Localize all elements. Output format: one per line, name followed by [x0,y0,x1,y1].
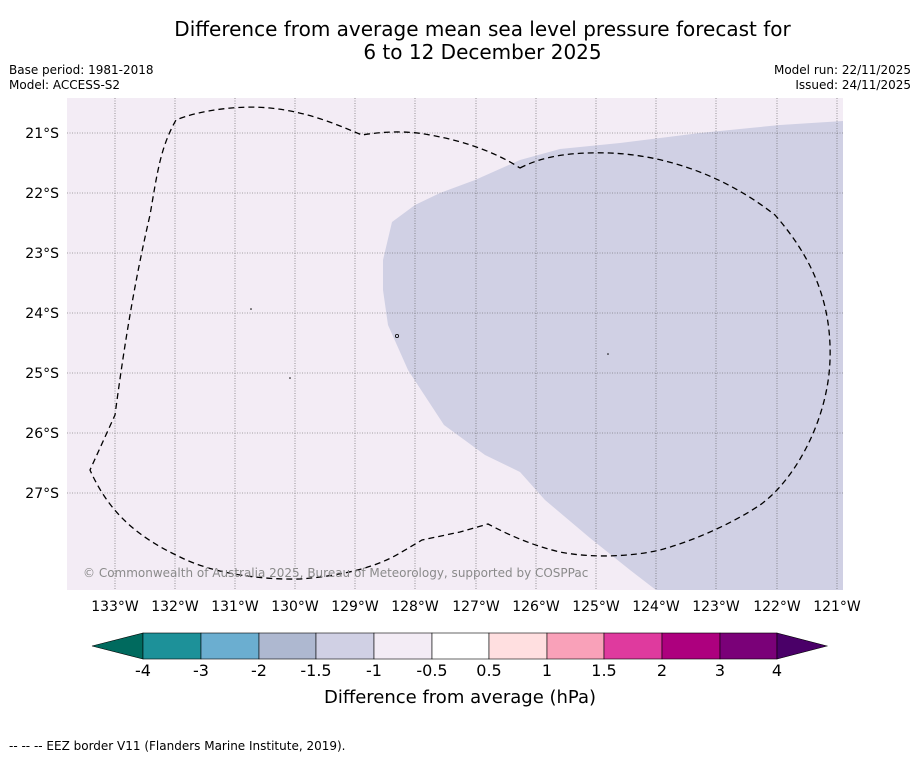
island-dot [607,353,609,355]
colorbar-segment [603,632,663,660]
colorbar-tick: 0.5 [476,661,501,680]
colorbar-segment [488,632,548,660]
lon-label: 125°W [572,599,620,615]
colorbar-segment [431,632,490,660]
lon-label: 123°W [692,599,740,615]
colorbar-tick-labels: -4 -3 -2 -1.5 -1 -0.5 0.5 1 1.5 2 3 4 [135,661,782,680]
colorbar-tick: -1.5 [300,661,331,680]
lon-label: 130°W [271,599,319,615]
colorbar-tick: 2 [657,661,667,680]
colorbar-title: Difference from average (hPa) [324,687,596,708]
lat-label: 25°S [25,366,59,382]
eez-border-pitcairn [89,106,831,580]
title-line-2: 6 to 12 December 2025 [363,40,602,64]
island-dot [250,308,252,310]
lat-label: 23°S [25,246,59,262]
lat-label: 21°S [25,126,59,142]
lon-label: 132°W [151,599,199,615]
lon-label: 133°W [91,599,139,615]
colorbar: -4 -3 -2 -1.5 -1 -0.5 0.5 1 1.5 2 3 4 Di… [91,632,829,708]
island-dot [289,377,291,379]
lat-labels: 21°S 22°S 23°S 24°S 25°S 26°S 27°S [25,126,59,502]
island-outline [394,333,399,338]
colorbar-segment [661,632,721,660]
colorbar-extend-high [776,632,829,660]
lat-label: 26°S [25,426,59,442]
colorbar-extend-low [91,632,144,660]
colorbar-tick: 3 [715,661,725,680]
colorbar-tick: -1 [366,661,382,680]
lon-label: 127°W [452,599,500,615]
lon-label: 124°W [632,599,680,615]
map-panel: © Commonwealth of Australia 2025, Bureau… [67,98,843,590]
anomaly-region-minus1 [383,121,843,590]
model-name: Model: ACCESS-S2 [9,78,121,92]
colorbar-segment [200,632,260,660]
lat-gridlines [67,132,843,494]
eez-footnote: -- -- -- EEZ border V11 (Flanders Marine… [9,739,346,753]
title-line-1: Difference from average mean sea level p… [174,17,791,41]
colorbar-segment [315,632,375,660]
copyright-text: © Commonwealth of Australia 2025, Bureau… [83,566,588,580]
lon-label: 126°W [512,599,560,615]
meta-right: Model run: 22/11/2025 Issued: 24/11/2025 [774,63,911,93]
colorbar-segments [91,632,829,660]
issued-date: Issued: 24/11/2025 [795,78,911,92]
colorbar-tick: -4 [135,661,151,680]
model-run: Model run: 22/11/2025 [773,63,911,77]
lat-label: 24°S [25,306,59,322]
lat-label: 27°S [25,486,59,502]
lon-labels: 133°W 132°W 131°W 130°W 129°W 128°W 127°… [91,599,861,615]
lon-label: 122°W [753,599,801,615]
colorbar-segment [546,632,605,660]
lon-label: 131°W [211,599,259,615]
colorbar-tick: 1.5 [591,661,616,680]
colorbar-segment [142,632,202,660]
lon-label: 129°W [331,599,379,615]
colorbar-segment [719,632,778,660]
colorbar-segment [373,632,433,660]
lon-gridlines [114,98,838,590]
lon-label: 121°W [813,599,861,615]
chart-title: Difference from average mean sea level p… [0,18,919,64]
colorbar-segment [258,632,317,660]
colorbar-tick: -2 [251,661,267,680]
colorbar-tick: 1 [542,661,552,680]
colorbar-tick: -0.5 [416,661,447,680]
base-period: Base period: 1981-2018 [9,63,154,77]
colorbar-tick: 4 [772,661,782,680]
lon-label: 128°W [391,599,439,615]
meta-left: Base period: 1981-2018 Model: ACCESS-S2 [9,63,154,93]
colorbar-tick: -3 [193,661,209,680]
lat-label: 22°S [25,186,59,202]
